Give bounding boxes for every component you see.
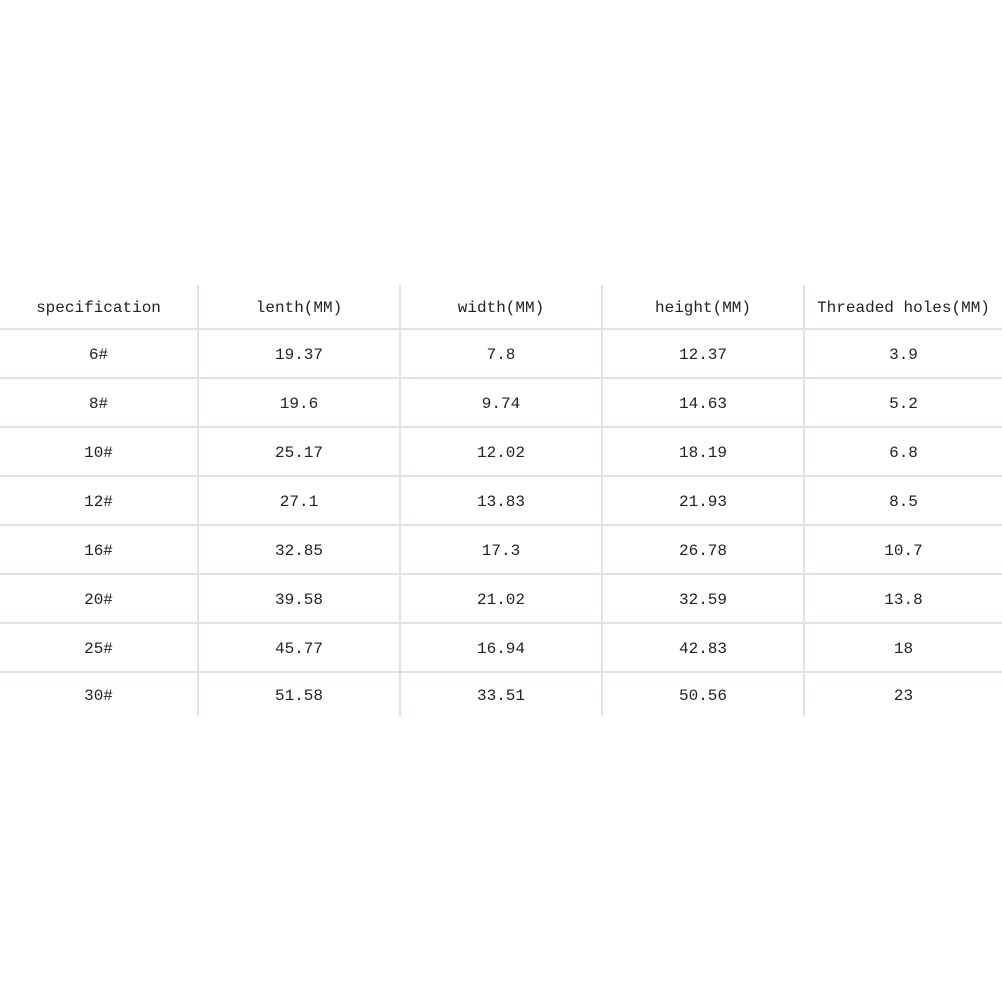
table-cell: 16.94 <box>401 624 603 671</box>
table-cell: 10.7 <box>884 541 923 560</box>
table-cell: 42.83 <box>603 624 805 671</box>
table-cell: 19.6 <box>199 379 401 426</box>
table-cell: 19.37 <box>199 330 401 377</box>
table-cell: 8# <box>0 379 199 426</box>
table-cell: 32.59 <box>603 575 805 622</box>
table-cell: 51.58 <box>199 673 401 716</box>
spec-table: specification lenth(MM) width(MM) height(MM… <box>0 285 1002 716</box>
table-cell: 12.02 <box>401 428 603 475</box>
table-header-row: specification lenth(MM) width(MM) height(MM… <box>0 285 1002 330</box>
table-cell: 6# <box>0 330 199 377</box>
table-row: 16# 32.85 17.3 26.78 10.7 <box>0 526 1002 575</box>
table-cell: 5.2 <box>889 394 918 413</box>
table-cell: 6.8 <box>889 443 918 462</box>
table-cell: 10# <box>0 428 199 475</box>
table-cell: 17.3 <box>401 526 603 573</box>
table-cell: 13.8 <box>884 590 923 609</box>
table-row: 12# 27.1 13.83 21.93 8.5 <box>0 477 1002 526</box>
table-cell: 13.83 <box>401 477 603 524</box>
header-cell: height(MM) <box>603 285 805 328</box>
table-cell: 45.77 <box>199 624 401 671</box>
header-cell: Threaded holes(MM) <box>817 298 990 317</box>
table-row: 10# 25.17 12.02 18.19 6.8 <box>0 428 1002 477</box>
table-cell: 25.17 <box>199 428 401 475</box>
header-cell: width(MM) <box>401 285 603 328</box>
table-cell: 9.74 <box>401 379 603 426</box>
table-cell: 21.93 <box>603 477 805 524</box>
table-cell: 23 <box>893 686 914 705</box>
table-cell: 26.78 <box>603 526 805 573</box>
table-cell: 18 <box>893 639 914 658</box>
table-cell: 27.1 <box>199 477 401 524</box>
table-row: 30# 51.58 33.51 50.56 23 <box>0 673 1002 716</box>
table-row: 8# 19.6 9.74 14.63 5.2 <box>0 379 1002 428</box>
table-row: 25# 45.77 16.94 42.83 18 <box>0 624 1002 673</box>
table-cell: 20# <box>0 575 199 622</box>
table-cell: 14.63 <box>603 379 805 426</box>
table-cell: 8.5 <box>889 492 918 511</box>
header-cell: specification <box>0 285 199 328</box>
table-cell: 7.8 <box>401 330 603 377</box>
table-row: 20# 39.58 21.02 32.59 13.8 <box>0 575 1002 624</box>
table-cell: 12.37 <box>603 330 805 377</box>
header-cell: lenth(MM) <box>199 285 401 328</box>
table-row: 6# 19.37 7.8 12.37 3.9 <box>0 330 1002 379</box>
table-cell: 32.85 <box>199 526 401 573</box>
table-cell: 33.51 <box>401 673 603 716</box>
table-cell: 18.19 <box>603 428 805 475</box>
table-cell: 25# <box>0 624 199 671</box>
table-cell: 50.56 <box>603 673 805 716</box>
table-cell: 30# <box>0 673 199 716</box>
table-cell: 21.02 <box>401 575 603 622</box>
table-cell: 39.58 <box>199 575 401 622</box>
table-cell: 12# <box>0 477 199 524</box>
table-cell: 3.9 <box>889 345 918 364</box>
table-cell: 16# <box>0 526 199 573</box>
